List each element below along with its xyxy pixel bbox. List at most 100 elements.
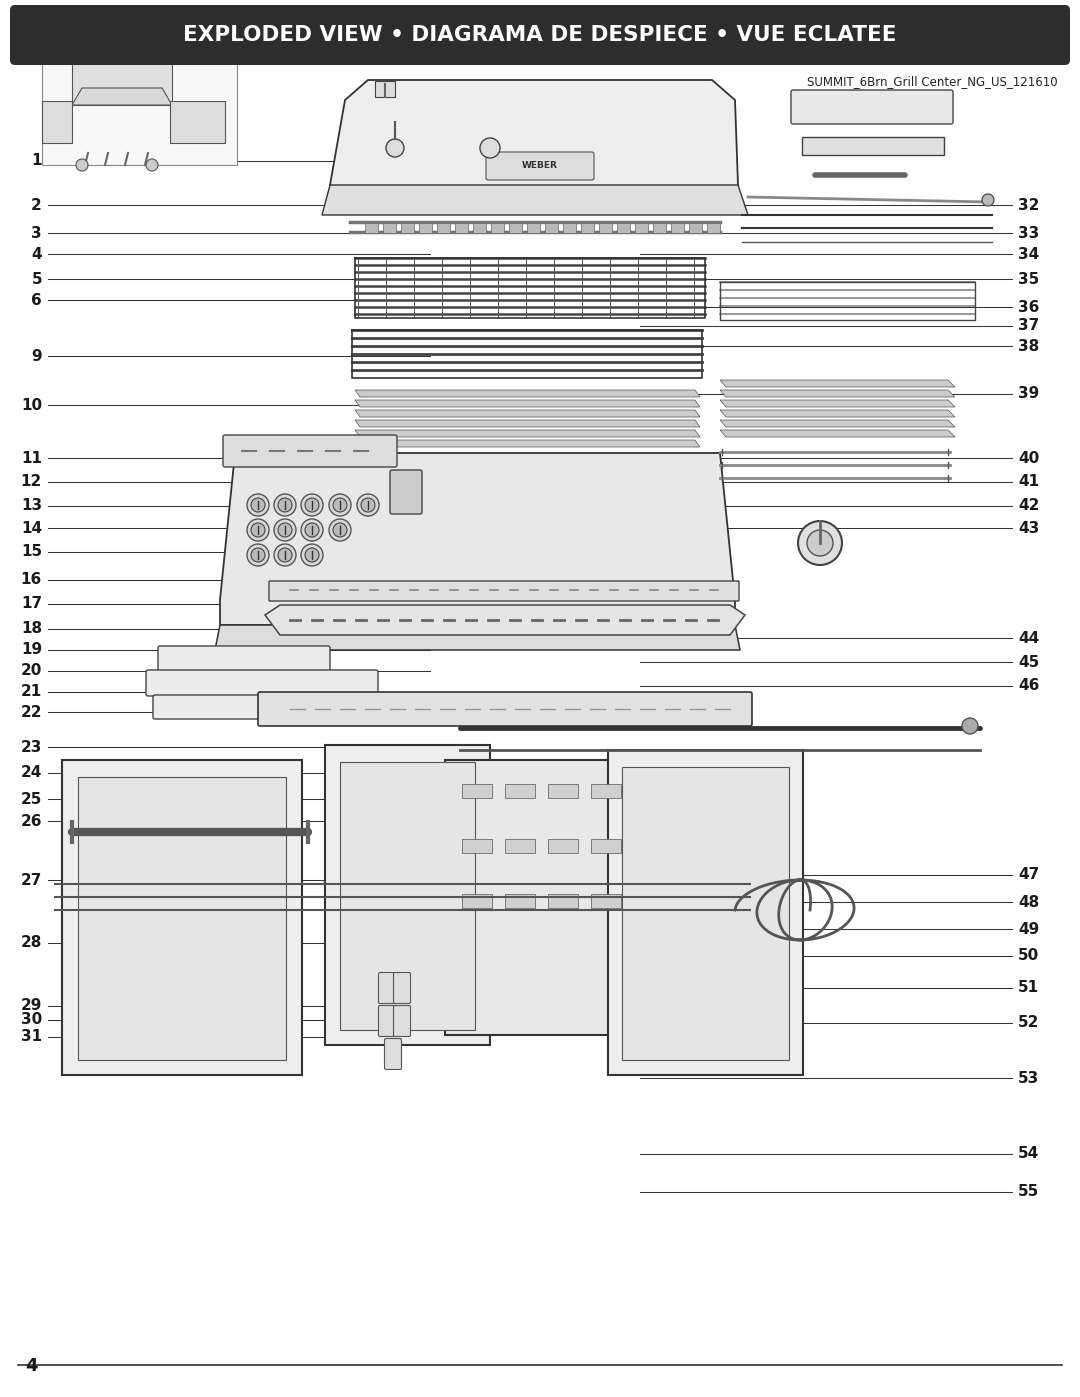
Text: 46: 46 [1018, 679, 1039, 693]
Circle shape [247, 495, 269, 515]
FancyBboxPatch shape [393, 972, 410, 1003]
Text: 45: 45 [1018, 655, 1039, 669]
Bar [689, 224, 702, 233]
Polygon shape [355, 409, 700, 416]
Bar [599, 224, 612, 233]
Bar [505, 784, 535, 798]
Bar [462, 784, 492, 798]
Text: 28: 28 [21, 936, 42, 950]
Text: 49: 49 [1018, 922, 1039, 936]
Text: 6: 6 [31, 293, 42, 307]
Circle shape [333, 497, 347, 511]
Bar [462, 894, 492, 908]
Polygon shape [322, 184, 748, 215]
Bar [401, 224, 414, 233]
Polygon shape [220, 453, 735, 624]
Text: 23: 23 [21, 740, 42, 754]
Bar [608, 750, 804, 1076]
Bar [62, 760, 302, 1076]
Bar [42, 35, 237, 165]
Text: 2: 2 [31, 198, 42, 212]
Bar [340, 761, 475, 1030]
Polygon shape [355, 400, 700, 407]
Polygon shape [720, 400, 955, 407]
Circle shape [329, 495, 351, 515]
Polygon shape [215, 624, 740, 650]
Circle shape [301, 495, 323, 515]
Text: 1: 1 [31, 154, 42, 168]
Bar [383, 224, 396, 233]
Bar [491, 224, 504, 233]
Text: 50: 50 [1018, 949, 1039, 963]
Bar [591, 894, 621, 908]
Text: 34: 34 [1018, 247, 1039, 261]
Text: 51: 51 [1018, 981, 1039, 995]
Text: 37: 37 [1018, 319, 1039, 332]
FancyBboxPatch shape [222, 434, 397, 467]
Text: 26: 26 [21, 814, 42, 828]
Bar [634, 784, 664, 798]
Circle shape [357, 495, 379, 515]
FancyBboxPatch shape [146, 671, 378, 696]
Circle shape [807, 529, 833, 556]
Circle shape [251, 522, 265, 536]
FancyBboxPatch shape [258, 692, 752, 726]
Circle shape [251, 548, 265, 562]
Circle shape [274, 495, 296, 515]
Circle shape [301, 543, 323, 566]
Text: 42: 42 [1018, 499, 1039, 513]
Bar [802, 137, 944, 155]
Circle shape [962, 718, 978, 733]
Bar [617, 224, 630, 233]
Polygon shape [720, 409, 955, 416]
Text: 52: 52 [1018, 1016, 1039, 1030]
Bar [462, 840, 492, 854]
Text: 18: 18 [21, 622, 42, 636]
Bar [548, 840, 578, 854]
Circle shape [305, 548, 319, 562]
Polygon shape [355, 420, 700, 427]
Bar [591, 784, 621, 798]
Bar [437, 224, 450, 233]
Bar [78, 777, 286, 1060]
Bar [419, 224, 432, 233]
Text: 10: 10 [21, 398, 42, 412]
Bar [635, 224, 648, 233]
Bar [509, 224, 522, 233]
Text: SUMMIT_6Brn_Grill Center_NG_US_121610: SUMMIT_6Brn_Grill Center_NG_US_121610 [808, 75, 1058, 88]
Polygon shape [330, 80, 738, 208]
Text: 11: 11 [21, 451, 42, 465]
Bar [548, 784, 578, 798]
Circle shape [329, 520, 351, 541]
Text: 35: 35 [1018, 272, 1039, 286]
Text: 36: 36 [1018, 300, 1039, 314]
FancyBboxPatch shape [269, 581, 739, 601]
Circle shape [305, 522, 319, 536]
Text: 41: 41 [1018, 475, 1039, 489]
Polygon shape [720, 380, 955, 387]
Bar [455, 224, 468, 233]
Bar [325, 745, 490, 1045]
Polygon shape [265, 605, 745, 636]
Bar [671, 224, 684, 233]
Text: 29: 29 [21, 999, 42, 1013]
FancyBboxPatch shape [791, 89, 953, 124]
Text: 25: 25 [21, 792, 42, 806]
Text: 54: 54 [1018, 1147, 1039, 1161]
Text: 48: 48 [1018, 895, 1039, 909]
FancyBboxPatch shape [384, 1038, 402, 1070]
Text: 12: 12 [21, 475, 42, 489]
FancyBboxPatch shape [153, 694, 345, 719]
Text: 5: 5 [31, 272, 42, 286]
Bar [527, 224, 540, 233]
Bar [545, 224, 558, 233]
Circle shape [247, 543, 269, 566]
Polygon shape [720, 390, 955, 397]
Text: 3: 3 [31, 226, 42, 240]
Text: 32: 32 [1018, 198, 1039, 212]
Text: 33: 33 [1018, 226, 1039, 240]
Text: 20: 20 [21, 664, 42, 678]
Bar [634, 894, 664, 908]
Circle shape [480, 138, 500, 158]
Text: 15: 15 [21, 545, 42, 559]
